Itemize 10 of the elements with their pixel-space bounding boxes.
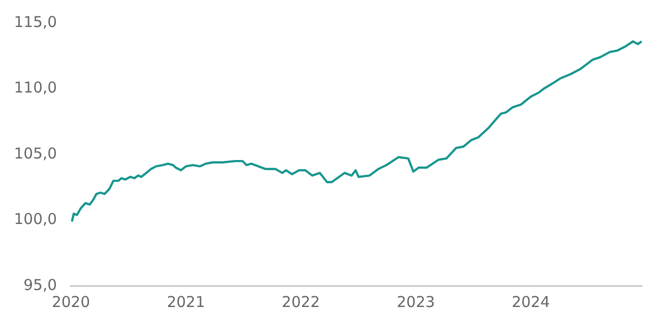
y-tick-label: 110,0 bbox=[14, 78, 57, 97]
x-tick-label: 2022 bbox=[282, 292, 320, 311]
x-tick-label: 2023 bbox=[396, 292, 435, 311]
x-tick-label: 2021 bbox=[166, 292, 205, 311]
y-tick-label: 100,0 bbox=[14, 210, 57, 228]
y-tick-label: 115,0 bbox=[14, 12, 57, 31]
x-tick-label: 2024 bbox=[512, 292, 550, 311]
x-tick-label: 2020 bbox=[52, 292, 90, 311]
y-tick-label: 105,0 bbox=[14, 144, 57, 162]
y-tick-label: 95,0 bbox=[24, 276, 57, 294]
